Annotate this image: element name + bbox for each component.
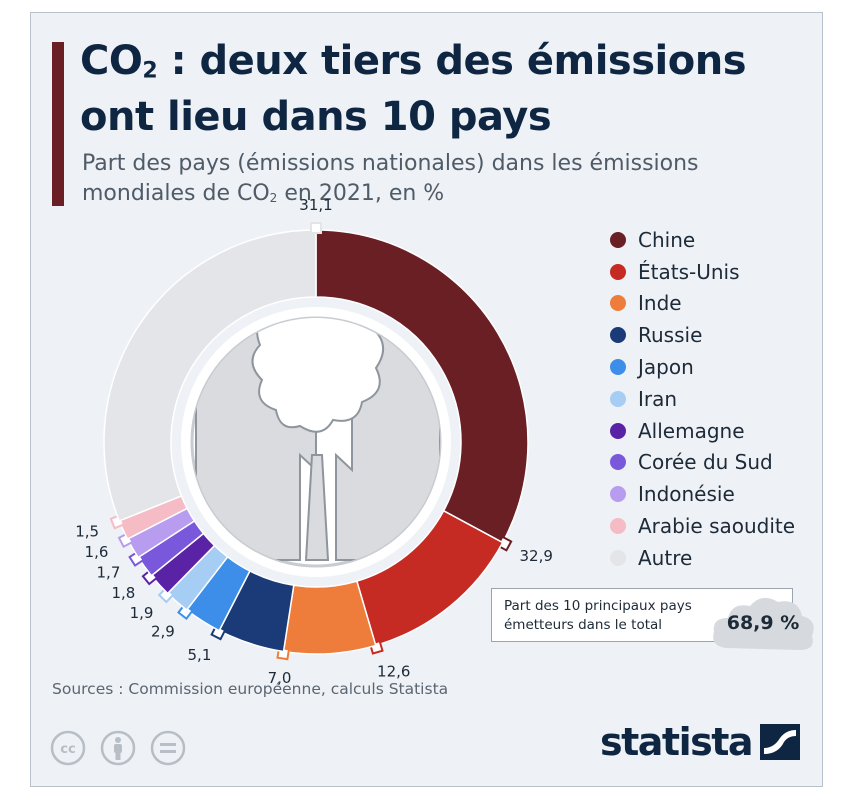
legend: Chine États-Unis Inde Russie Japon Iran Allema…	[610, 224, 795, 574]
legend-label: Arabie saoudite	[638, 514, 796, 539]
legend-label: Corée du Sud	[638, 450, 773, 475]
title-accent-bar	[52, 42, 64, 206]
data-label-indonesie: 1,6	[85, 543, 109, 561]
data-label-allemagne: 1,8	[111, 584, 135, 602]
legend-label: États-Unis	[638, 259, 740, 284]
data-label-autre: 31,1	[299, 196, 332, 214]
chart-subtitle: Part des pays (émissions nationales) dan…	[82, 151, 699, 206]
data-label-arabie-saoudite: 1,5	[75, 523, 99, 541]
sources-note: Sources : Commission européenne, calculs…	[52, 680, 449, 698]
factory-smoke-illustration	[190, 316, 442, 568]
legend-item-chine: Chine	[610, 224, 795, 256]
legend-label: Japon	[638, 355, 694, 380]
total-share-label: Part des 10 principaux pays émetteurs da…	[504, 598, 692, 633]
legend-swatch	[610, 549, 626, 566]
legend-item-coree-du-sud: Corée du Sud	[610, 447, 795, 479]
cc-icon[interactable]: cc	[50, 730, 86, 766]
legend-item-inde: Inde	[610, 288, 795, 320]
slice-chine	[315, 229, 529, 544]
data-label-iran: 1,9	[130, 604, 154, 622]
legend-item-arabie-saoudite: Arabie saoudite	[610, 510, 795, 542]
legend-swatch	[610, 359, 626, 376]
statista-logo-icon	[760, 724, 801, 760]
statista-brand[interactable]: statista	[600, 720, 801, 764]
legend-label: Indonésie	[638, 482, 735, 507]
legend-item-etats-unis: États-Unis	[610, 256, 795, 288]
legend-swatch	[610, 295, 626, 312]
svg-text:cc: cc	[60, 742, 75, 757]
legend-swatch	[610, 327, 626, 344]
legend-swatch	[610, 390, 626, 407]
legend-swatch	[610, 263, 626, 280]
legend-item-allemagne: Allemagne	[610, 415, 795, 447]
legend-item-indonesie: Indonésie	[610, 478, 795, 510]
slice-marker-autre	[310, 222, 322, 234]
legend-swatch	[610, 454, 626, 471]
cloud-icon	[713, 597, 814, 650]
legend-item-russie: Russie	[610, 319, 795, 351]
total-share-value: 68,9 %	[726, 612, 800, 634]
legend-label: Russie	[638, 323, 703, 348]
data-label-etats-unis: 12,6	[377, 662, 410, 680]
no-derivatives-icon[interactable]	[150, 730, 186, 766]
donut-slices	[103, 222, 529, 661]
legend-swatch	[610, 422, 626, 439]
legend-item-japon: Japon	[610, 351, 795, 383]
legend-swatch	[610, 486, 626, 503]
attribution-icon[interactable]	[100, 730, 136, 766]
legend-swatch	[610, 518, 626, 535]
legend-item-iran: Iran	[610, 383, 795, 415]
data-label-japon: 2,9	[151, 623, 175, 641]
legend-label: Chine	[638, 227, 696, 252]
legend-item-autre: Autre	[610, 542, 795, 574]
data-label-coree-du-sud: 1,7	[97, 564, 121, 582]
legend-label: Autre	[638, 545, 693, 570]
chart-title: CO2 : deux tiers des émissions ont lieu …	[80, 38, 747, 141]
data-label-inde: 7,0	[268, 669, 292, 687]
data-labels: 32,9 12,6 7,0 5,1 2,91,9 1,8 1,7 1,6 1,5 31,1	[75, 196, 553, 687]
legend-label: Inde	[638, 291, 682, 316]
brand-name: statista	[600, 720, 754, 764]
legend-label: Iran	[638, 386, 678, 411]
data-label-chine: 32,9	[520, 547, 553, 565]
slice-autre	[103, 229, 317, 522]
data-label-russie: 5,1	[188, 646, 212, 664]
legend-label: Allemagne	[638, 418, 745, 443]
legend-swatch	[610, 231, 626, 248]
